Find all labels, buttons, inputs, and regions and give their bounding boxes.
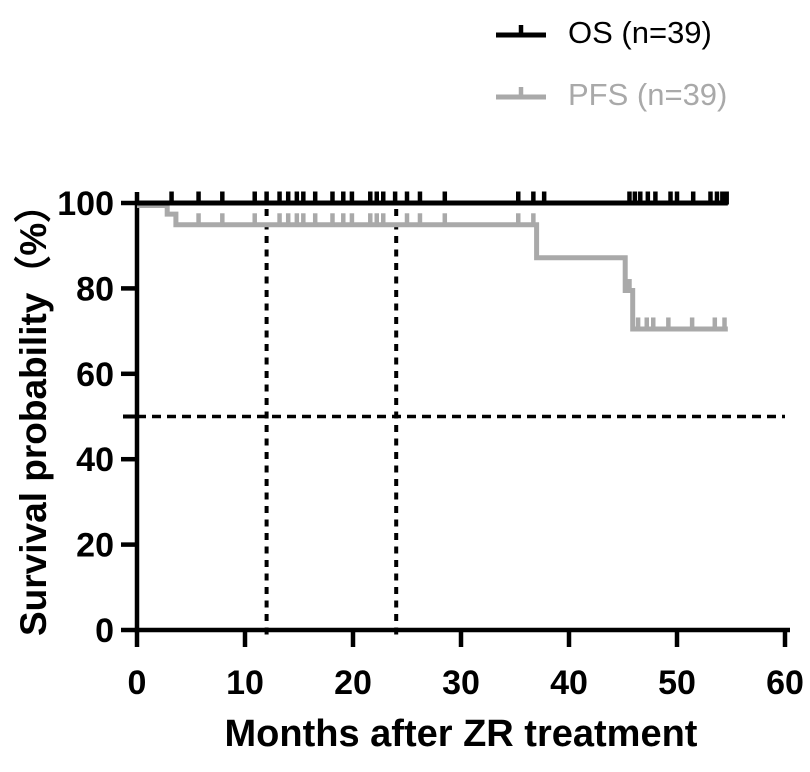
os-line-symbol [496, 25, 546, 38]
y-tick-label-20: 20 [76, 527, 114, 565]
pfs-curve [137, 203, 728, 332]
y-tick-label-80: 80 [76, 270, 114, 308]
y-tick-label-100: 100 [57, 185, 114, 223]
x-tick-label-40: 40 [550, 664, 588, 702]
x-tick-label-50: 50 [658, 664, 696, 702]
x-tick-label-0: 0 [128, 664, 147, 702]
chart-legend: OS (n=39) PFS (n=39) [494, 14, 727, 114]
legend-item-os: OS (n=39) [494, 14, 727, 52]
x-tick-label-10: 10 [226, 664, 264, 702]
y-tick-label-60: 60 [76, 356, 114, 394]
legend-item-pfs: PFS (n=39) [494, 76, 727, 114]
y-tick-label-0: 0 [95, 612, 114, 650]
legend-label-os: OS (n=39) [568, 15, 712, 50]
x-axis-title: Months after ZR treatment [224, 713, 698, 755]
y-tick-label-40: 40 [76, 441, 114, 479]
x-tick-label-20: 20 [334, 664, 372, 702]
legend-label-pfs: PFS (n=39) [568, 77, 728, 112]
pfs-line-symbol [496, 87, 546, 100]
x-tick-label-30: 30 [442, 664, 480, 702]
x-tick-label-60: 60 [766, 664, 804, 702]
